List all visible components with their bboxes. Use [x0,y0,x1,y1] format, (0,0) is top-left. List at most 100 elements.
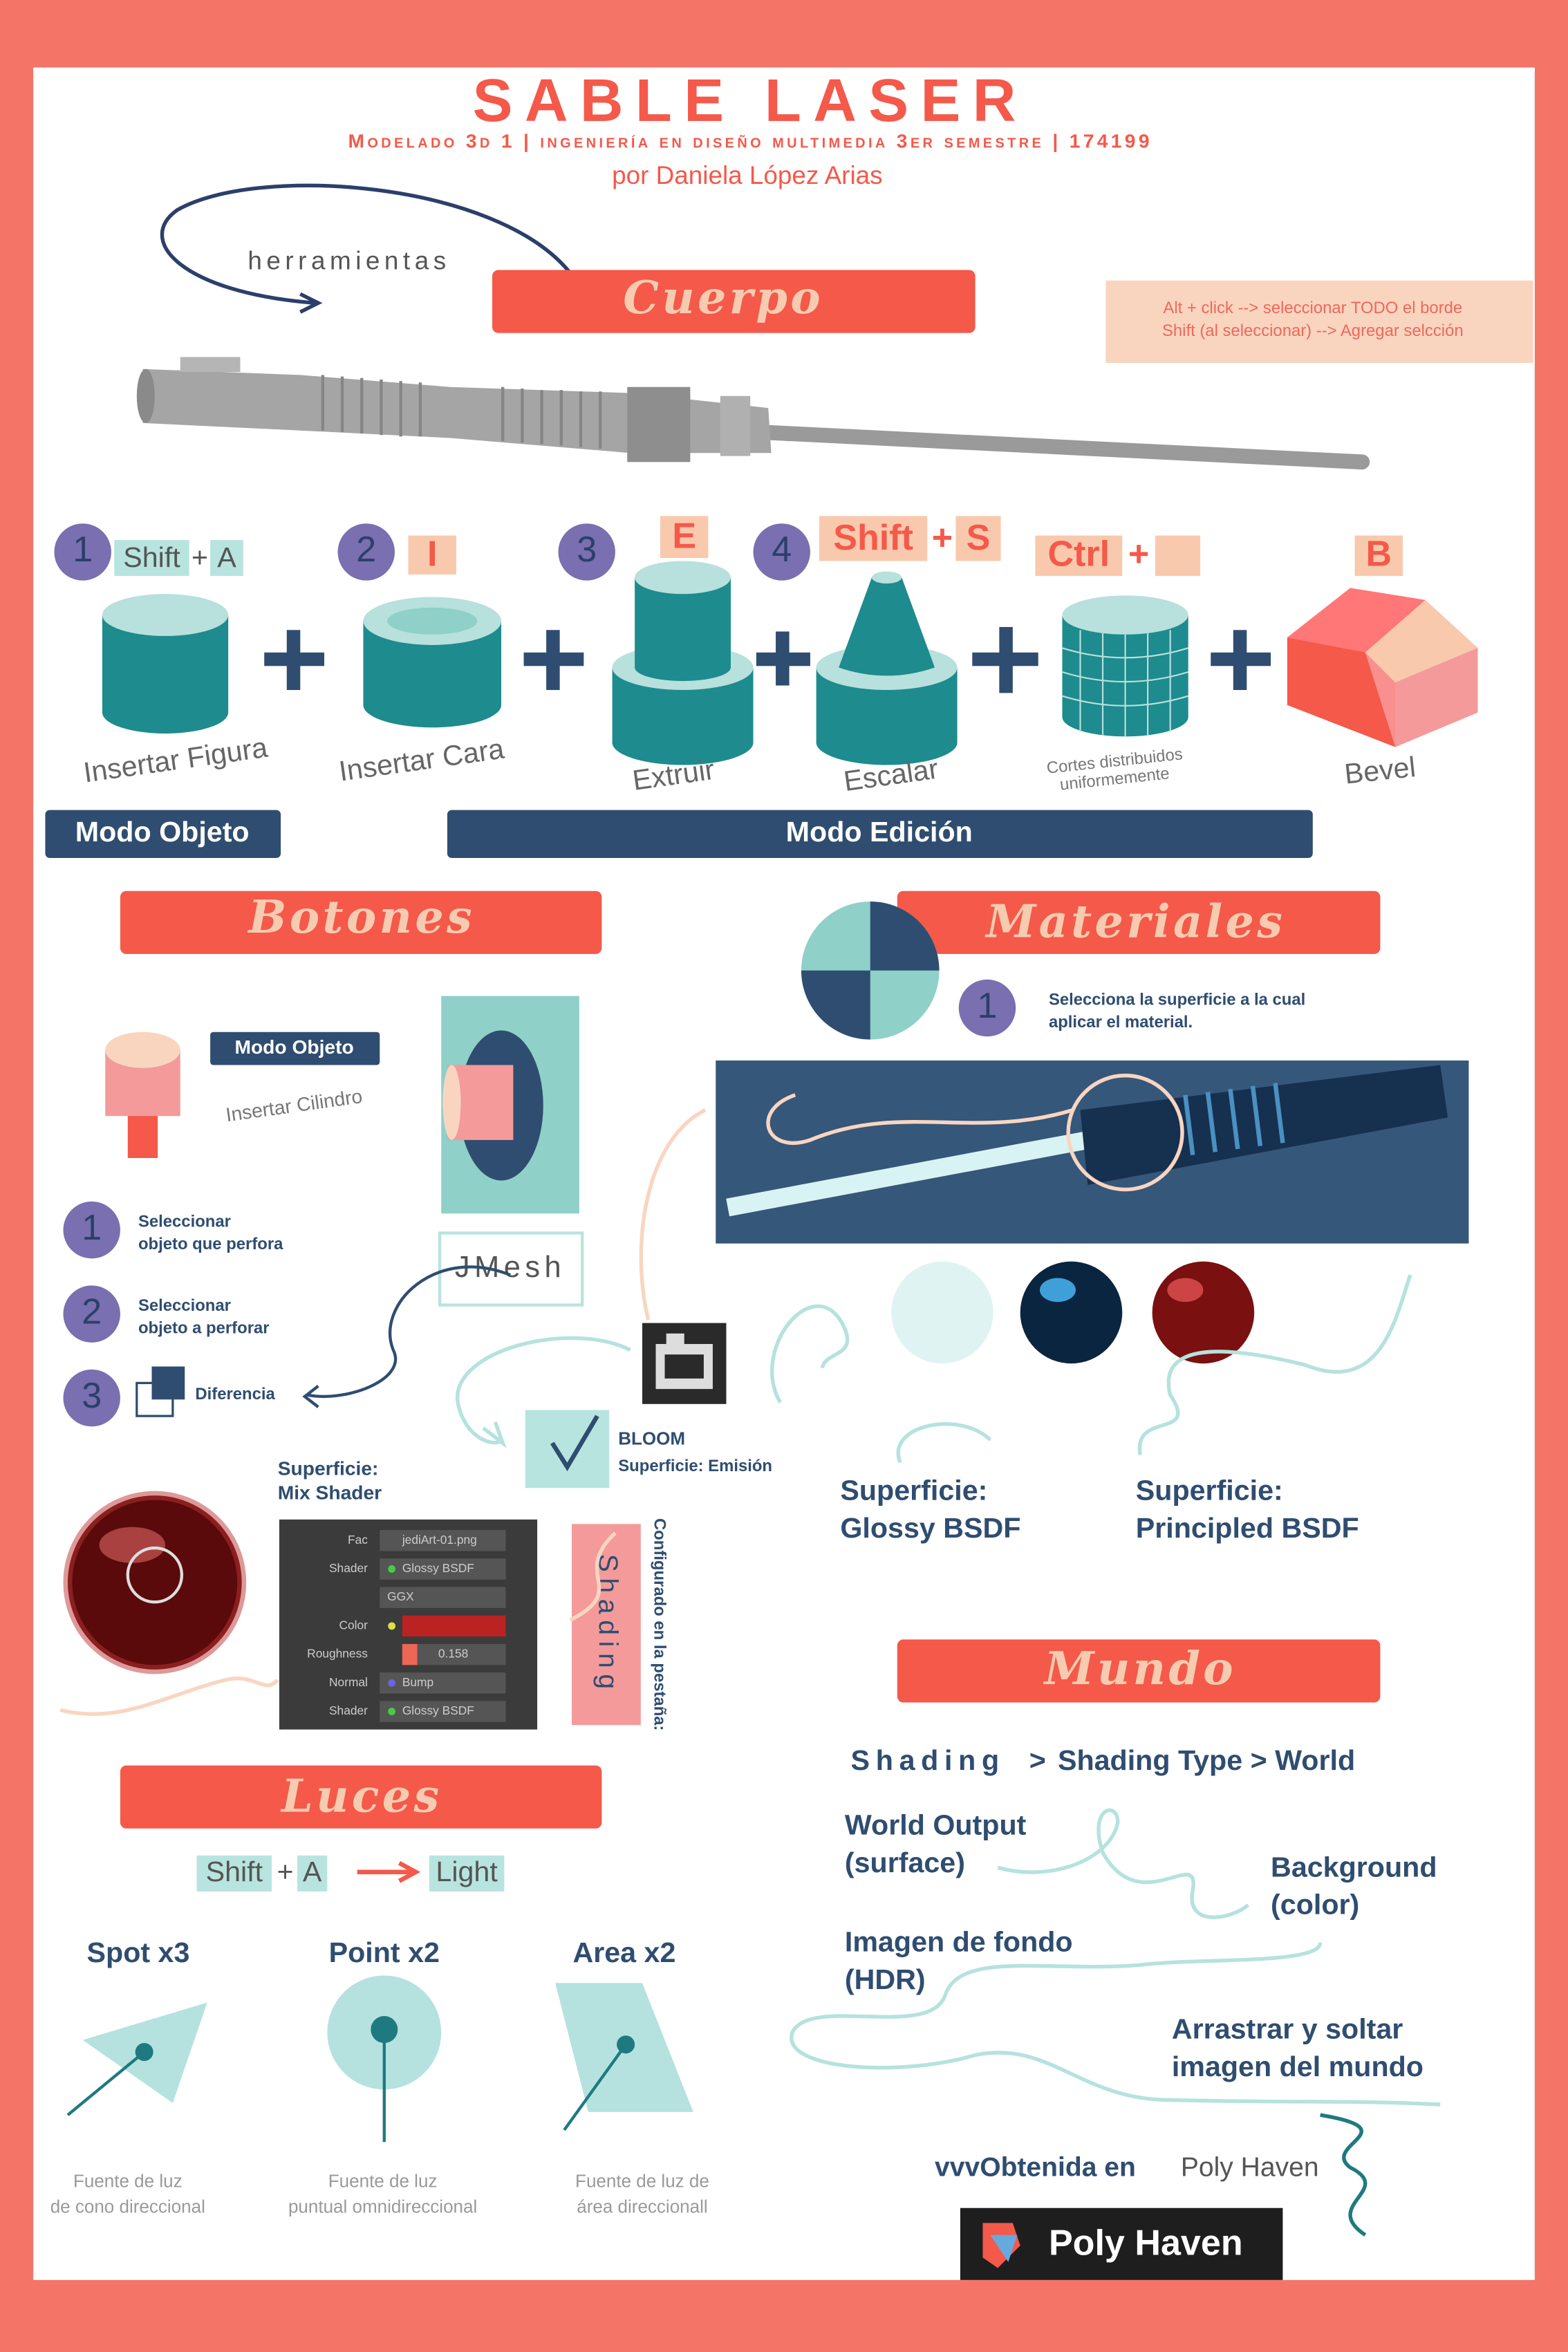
decoration-rect [127,1110,158,1158]
section-heading: Materiales [984,896,1285,949]
decoration-rect [525,1410,610,1488]
light-description: Fuente de luz de [575,2171,709,2192]
decoration-line [1273,1083,1285,1144]
plus-signs [264,626,1271,693]
step-number: 2 [82,1291,102,1332]
material-sphere [63,1491,247,1674]
key-plus: + [932,518,953,558]
decoration-line [726,1131,1090,1217]
decoration-path [790,1941,1441,2107]
decoration-path [839,577,935,676]
node-label: (HDR) [845,1963,926,1995]
light-name: Spot x3 [87,1936,190,1968]
decoration-polygon [990,2234,1018,2262]
key: Ctrl [1047,534,1110,575]
decoration-rect [380,1672,506,1694]
node-label: imagen del mundo [1172,2051,1424,2082]
node-label: Imagen de fondo [845,1926,1073,1958]
decoration-circle [63,1491,247,1674]
decoration-rect [1035,535,1123,577]
decoration-circle [388,1708,396,1715]
decoration-rect [297,1855,328,1892]
tools-label: herramientas [248,246,450,274]
figure-loopcut [1062,595,1189,737]
step-text: objeto que perfora [138,1235,283,1253]
decoration-rect [120,890,602,954]
decoration-polygon [142,368,772,454]
decoration-rect [380,1530,506,1551]
decoration-rect [666,1333,684,1344]
decoration-line [1228,1088,1240,1150]
decoration-path [569,1108,707,1622]
key: A [217,541,236,573]
material-icon [801,901,940,1040]
panel-label: Normal [329,1675,368,1689]
decoration-circle [753,523,810,581]
key: Shift [833,518,913,558]
decoration-ellipse [99,1527,166,1563]
node-label: Arrastrar y soltar [1172,2013,1403,2045]
step-text: objeto a perforar [138,1319,270,1338]
decoration-rect [1354,535,1403,577]
decoration-rect [660,516,709,559]
decoration-circle [617,2035,635,2054]
figure-inset [363,597,502,728]
logo-text: Poly Haven [1049,2223,1243,2264]
step-number: 3 [82,1376,102,1416]
step-number: 1 [978,986,998,1026]
decoration-ellipse [1066,1073,1184,1192]
decoration-line [66,2051,146,2116]
node-label: Background [1271,1851,1437,1883]
author: por Daniela López Arias [612,161,883,189]
decoration-circle [388,1622,396,1630]
decoration-polygon [1365,599,1478,683]
source-name: Poly Haven [1181,2153,1319,2183]
panel-value: 0.158 [438,1647,468,1661]
path-item: > [1029,1744,1046,1776]
light-name: Point x2 [329,1936,440,1968]
decoration-rect [402,1643,506,1665]
decoration-ellipse [635,653,731,682]
light-name: Area x2 [572,1936,675,1968]
decoration-rect [776,631,790,686]
panel-label: Shader [329,1704,368,1717]
hint: aplicar el material. [1049,1013,1193,1032]
decoration-g: Fac jediArt-01.png Shader Glossy BSDF GG… [307,1530,506,1722]
decoration-ellipse [136,368,155,423]
node-label: (color) [1271,1889,1359,1921]
decoration-ellipse [1062,595,1188,635]
decoration-path [59,1677,279,1716]
panel-value: Bump [402,1675,433,1689]
surface-label: Superficie: [278,1457,379,1480]
panel-value: Glossy BSDF [402,1561,474,1575]
decoration-path [770,1274,1412,1464]
decoration-line [1205,1092,1218,1152]
section-heading: Luces [280,1771,442,1823]
mode-tag: Modo Objeto [234,1036,353,1058]
decoration-rect [210,1032,380,1065]
mode: Modo Objeto [75,816,250,848]
step-text: Seleccionar [138,1296,231,1315]
section-heading: Cuerpo [623,272,823,324]
decoration-polygon [1395,648,1478,747]
decoration-rect [897,1639,1381,1703]
panel-label: Color [339,1618,368,1632]
key: I [427,534,437,575]
render-image [716,1060,1469,1244]
mode: Modo Edición [786,816,973,848]
key: E [672,516,696,557]
decoration-circle [1152,1261,1255,1364]
decoration-circle [126,1546,184,1604]
key: A [303,1856,322,1887]
decoration-ellipse [871,571,902,584]
decoration-path [997,1808,1250,1919]
surface-label: Glossy BSDF [840,1512,1020,1544]
light-description: Fuente de luz [73,2171,183,2192]
step-label: Bevel [1343,751,1417,790]
decoration-path [1320,2113,1368,2237]
section-heading: Botones [247,891,475,944]
decoration-path [456,1336,631,1448]
decoration-circle [891,1261,993,1364]
decoration-polygon [1080,1065,1448,1186]
decoration-circle [63,1201,120,1259]
